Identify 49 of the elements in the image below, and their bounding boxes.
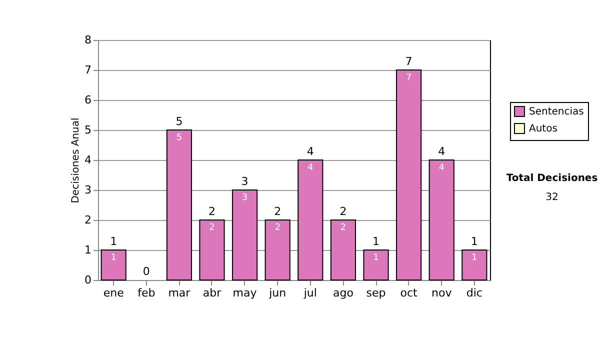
data-label: 2 [274,223,280,233]
data-label: 1 [373,253,379,263]
text: Total Decisiones [506,173,598,184]
y-tick-label: 1 [84,244,92,256]
data-label: 2 [340,223,346,233]
total-label: 1 [470,235,478,248]
total-label: 2 [208,205,216,218]
data-label: 4 [308,163,314,173]
y-tick-label: 7 [84,64,92,76]
total-label: 5 [176,115,183,128]
x-tick-label: jun [268,286,286,300]
x-tick-label: oct [400,286,418,300]
total-label: 2 [340,205,347,218]
y-tick-label: 3 [84,184,92,196]
x-tick-label: mar [168,286,191,300]
x-tick-label: abr [202,286,222,300]
legend-label: Autos [529,124,558,134]
y-tick-label: 6 [84,94,92,106]
data-label: 2 [209,223,215,233]
y-tick-label: 0 [84,274,92,286]
total-label: 1 [110,235,118,248]
total-label: 4 [438,145,446,158]
data-label: 1 [472,253,478,263]
data-label: 4 [438,163,445,173]
x-tick-label: sep [366,286,386,300]
total-label: 0 [142,265,150,278]
legend-label: Sentencias [529,106,584,118]
x-tick-label: jul [302,286,317,300]
x-tick-label: dic [466,286,482,300]
data-label: 7 [406,73,412,83]
total-label: 2 [274,205,282,218]
y-axis-title: Decisiones Anual [70,118,82,204]
data-label: 3 [242,193,248,203]
text: 32 [546,192,558,203]
total-label: 1 [372,235,380,248]
y-tick-label: 8 [84,34,92,46]
x-tick-label: nov [432,286,452,300]
x-tick-label: may [232,286,258,300]
y-tick-label: 4 [84,154,92,166]
total-label: 4 [306,145,314,158]
data-label: 1 [110,253,116,263]
total-label: 3 [241,175,248,188]
y-tick-label: 2 [84,214,92,226]
y-tick-label: 5 [84,124,92,136]
data-label: 5 [176,133,182,143]
total-label: 7 [405,55,412,68]
x-tick-label: ago [332,286,354,300]
x-tick-label: ene [103,286,124,300]
x-tick-label: feb [138,286,156,300]
